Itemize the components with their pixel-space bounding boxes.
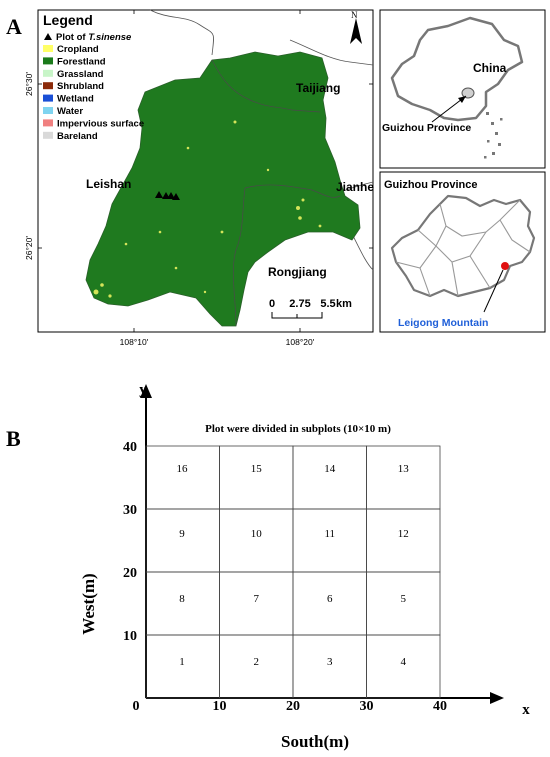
x-tick-label: 40 [433,699,447,714]
panel-b-label: B [6,426,21,451]
place-taijiang: Taijiang [296,81,340,95]
subplot-number: 2 [254,656,260,668]
subplot-cell [219,508,294,573]
x-tick-label: 20 [286,699,300,714]
y-tick-label: 30 [123,503,137,518]
subplot-number: 14 [324,463,336,475]
legend-swatch [43,45,53,52]
subplot-cell [366,445,441,510]
panel-a-label: A [6,14,22,39]
china-inset: China Guizhou Province [379,9,546,169]
main-map [37,9,374,333]
y-tick-label: 10 [123,629,137,644]
china-pointer-label: Guizhou Province [382,122,471,134]
legend-swatch [43,107,53,114]
legend-item-label: Grassland [57,69,104,80]
china-title: China [473,61,507,75]
subplot-cell [292,445,367,510]
svg-text:N: N [351,10,358,20]
subplot-number: 10 [251,528,263,540]
x-tick-label: 10 [213,699,227,714]
place-jianhe: Jianhe [336,180,374,194]
subplot-number: 13 [398,463,410,475]
subplot-grid: 16 15 14 139 10 11 128 7 6 51 2 3 4 [145,445,441,699]
guizhou-pointer-label: Leigong Mountain [398,317,488,329]
legend-swatch [43,82,53,90]
subplot-number: 11 [324,528,335,540]
plot-marker-icon [44,33,52,40]
subplot-number: 5 [401,593,407,605]
subplot-cell [145,508,220,573]
x-tick-labels: 10 20 30 40 [213,699,448,714]
svg-text:km: km [336,298,352,310]
svg-text:2.75: 2.75 [289,298,310,310]
scale-bar: 0 2.75 5.5 km [269,298,352,319]
y-tick-label: 20 [123,566,137,581]
origin-label: 0 [133,699,140,714]
y-axis-title: West(m) [79,573,98,634]
subplot-number: 15 [251,463,263,475]
subplot-number: 4 [401,656,407,668]
legend-item-label: Shrubland [57,81,104,92]
subplot-number: 1 [179,656,185,668]
x-axis-arrow-icon [490,692,504,704]
subplot-cell [366,634,441,699]
subplot-number: 3 [327,656,333,668]
legend-item-label: Forestland [57,56,106,67]
legend-swatch [43,131,53,139]
north-arrow-icon: N [350,10,362,44]
subplot-title: Plot were divided in subplots (10×10 m) [205,423,391,435]
legend-item-label: Water [57,106,83,117]
legend-swatch [43,57,53,65]
legend-swatch [43,69,53,77]
legend-plot-label: Plot of T.sinense [56,32,132,43]
x-tick-label: 30 [360,699,374,714]
subplot-cell [366,508,441,573]
legend-item-label: Bareland [57,131,98,142]
legend-title: Legend [43,12,93,28]
legend-swatch [43,119,53,127]
lat-label-2: 26°20' [24,236,34,260]
subplot-number: 7 [254,593,260,605]
subplot-number: 12 [398,528,409,540]
y-axis-arrow-icon [140,384,152,398]
subplot-number: 9 [179,528,185,540]
guizhou-inset: Guizhou Province Leigong Mountain [379,171,546,333]
svg-text:0: 0 [269,298,275,310]
legend-item-label: Cropland [57,44,99,55]
legend-item-label: Impervious surface [57,118,144,129]
x-axis-letter: x [522,702,530,718]
place-leishan: Leishan [86,177,131,191]
svg-text:5.5: 5.5 [320,298,335,310]
legend-swatch [43,94,53,102]
legend-item-label: Wetland [57,94,94,105]
subplot-cell [145,445,220,510]
lon-label-2: 108°20' [286,337,315,347]
leigong-marker-icon [501,262,509,270]
guizhou-title: Guizhou Province [384,179,478,191]
subplot-number: 8 [179,593,185,605]
subplot-cell [292,508,367,573]
subplot-cell [219,445,294,510]
subplot-number: 16 [177,463,189,475]
lon-label-1: 108°10' [120,337,149,347]
y-axis-letter: y [139,382,147,398]
y-tick-labels: 10 20 30 40 [123,440,137,644]
map-legend: Legend Plot of T.sinense CroplandForestl… [43,12,144,142]
place-rongjiang: Rongjiang [268,265,327,279]
lat-label-1: 26°30' [24,72,34,96]
leigong-forest-area [85,51,361,327]
x-axis-title: South(m) [281,732,349,751]
plot-markers [155,191,180,200]
y-tick-label: 40 [123,440,137,455]
subplot-number: 6 [327,593,333,605]
